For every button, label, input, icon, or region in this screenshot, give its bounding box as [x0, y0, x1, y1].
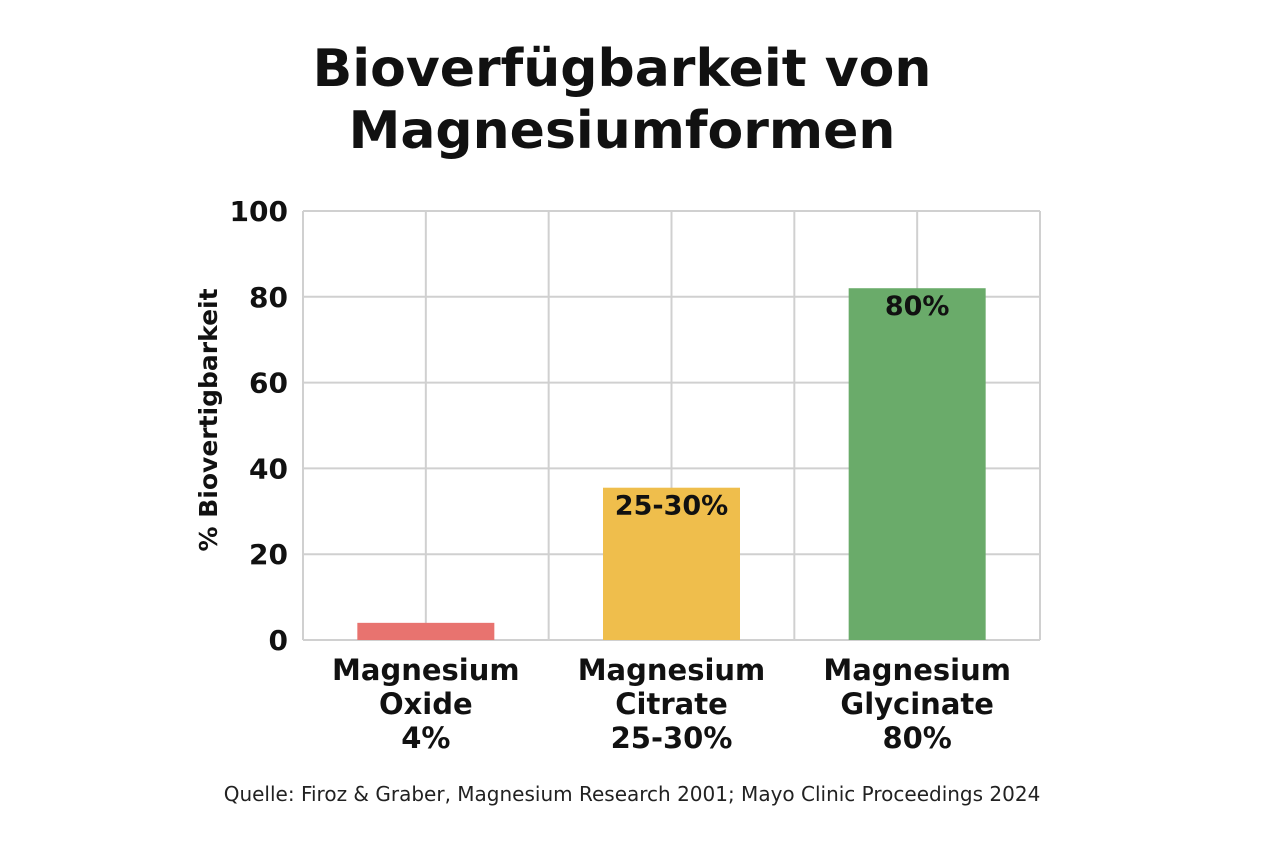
x-tick-label-0: Magnesium Oxide 4%	[332, 653, 520, 755]
y-tick-label-1: 20	[249, 538, 288, 571]
x-tick-label-0-line-1: Oxide	[379, 687, 473, 721]
data-label-1: 25-30%	[615, 491, 728, 522]
x-tick-labels: Magnesium Oxide 4%Magnesium Citrate 25-30%Ma…	[332, 653, 1011, 755]
x-tick-label-1-line-0: Magnesium	[578, 653, 766, 687]
x-tick-label-2-line-0: Magnesium	[823, 653, 1011, 687]
y-tick-label-4: 80	[249, 281, 288, 314]
data-labels: 25-30% 80%	[615, 291, 950, 521]
chart-title-line-2: Magnesiumformen	[348, 101, 896, 161]
x-tick-label-2-line-2: 80%	[882, 721, 951, 755]
x-tick-label-1-line-1: Citrate	[615, 687, 728, 721]
x-tick-label-2: Magnesium Glycinate 80%	[823, 653, 1011, 755]
y-tick-label-2: 40	[249, 452, 288, 485]
x-tick-label-0-line-0: Magnesium	[332, 653, 520, 687]
y-tick-label-3: 60	[249, 367, 288, 400]
y-tick-labels: 0 20 40 60 80 100	[230, 195, 288, 657]
y-tick-label-0: 0	[269, 624, 288, 657]
x-tick-label-1-line-2: 25-30%	[611, 721, 733, 755]
x-tick-label-0-line-2: 4%	[401, 721, 450, 755]
x-tick-label-2-line-1: Glycinate	[840, 687, 994, 721]
y-tick-label-5: 100	[230, 195, 288, 228]
data-label-2: 80%	[885, 291, 950, 322]
chart-title: Bioverfügbarkeit von Magnesiumformen	[0, 38, 1244, 162]
x-tick-label-1: Magnesium Citrate 25-30%	[578, 653, 766, 755]
bar-1	[603, 487, 740, 640]
source-note: Quelle: Firoz & Graber, Magnesium Resear…	[223, 782, 1041, 806]
bar-0	[357, 622, 495, 640]
bars	[357, 288, 986, 640]
chart-title-line-1: Bioverfügbarkeit von	[312, 39, 932, 99]
bar-2	[848, 288, 986, 640]
y-axis-label: % Biovertigbarkeit	[194, 288, 223, 551]
